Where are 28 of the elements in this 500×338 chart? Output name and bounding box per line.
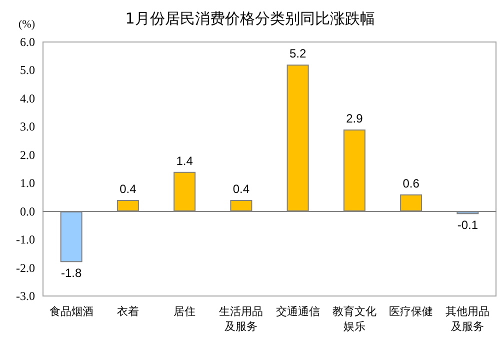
y-tick-label: 3.0	[20, 120, 35, 134]
x-tick-label: 教育文化娱乐	[332, 305, 376, 333]
y-tick-label: -1.0	[16, 232, 35, 247]
chart-title: 1月份居民消费价格分类别同比涨跌幅	[125, 10, 375, 28]
x-tick-label: 生活用品及服务	[219, 305, 264, 333]
y-tick-label: -2.0	[16, 260, 35, 275]
data-label: 0.4	[120, 182, 137, 196]
y-axis-title: (%)	[18, 18, 36, 30]
y-tick-label: 1.0	[20, 176, 35, 190]
data-label: 0.6	[402, 176, 420, 190]
data-label: -1.8	[60, 266, 82, 280]
x-tick-label: 交通通信	[276, 305, 320, 318]
data-label: 2.9	[346, 111, 364, 126]
y-tick-label: 0.0	[20, 204, 35, 218]
y-tick-label: 5.0	[20, 63, 35, 78]
y-tick-label: -3.0	[16, 289, 35, 303]
data-label: 5.2	[289, 46, 306, 61]
y-tick-label: 6.0	[20, 35, 35, 49]
x-tick-label: 衣着	[116, 305, 139, 318]
y-tick-label: 4.0	[20, 91, 35, 106]
x-tick-label: 其他用品及服务	[446, 305, 490, 333]
x-tick-label: 食品烟酒	[49, 305, 94, 318]
data-label: 0.4	[232, 182, 250, 196]
data-label: -0.1	[457, 218, 478, 232]
x-tick-label: 居住	[174, 305, 196, 318]
data-label: 1.4	[176, 154, 194, 168]
y-tick-label: 2.0	[20, 148, 35, 162]
x-tick-label: 医疗保健	[389, 305, 434, 318]
